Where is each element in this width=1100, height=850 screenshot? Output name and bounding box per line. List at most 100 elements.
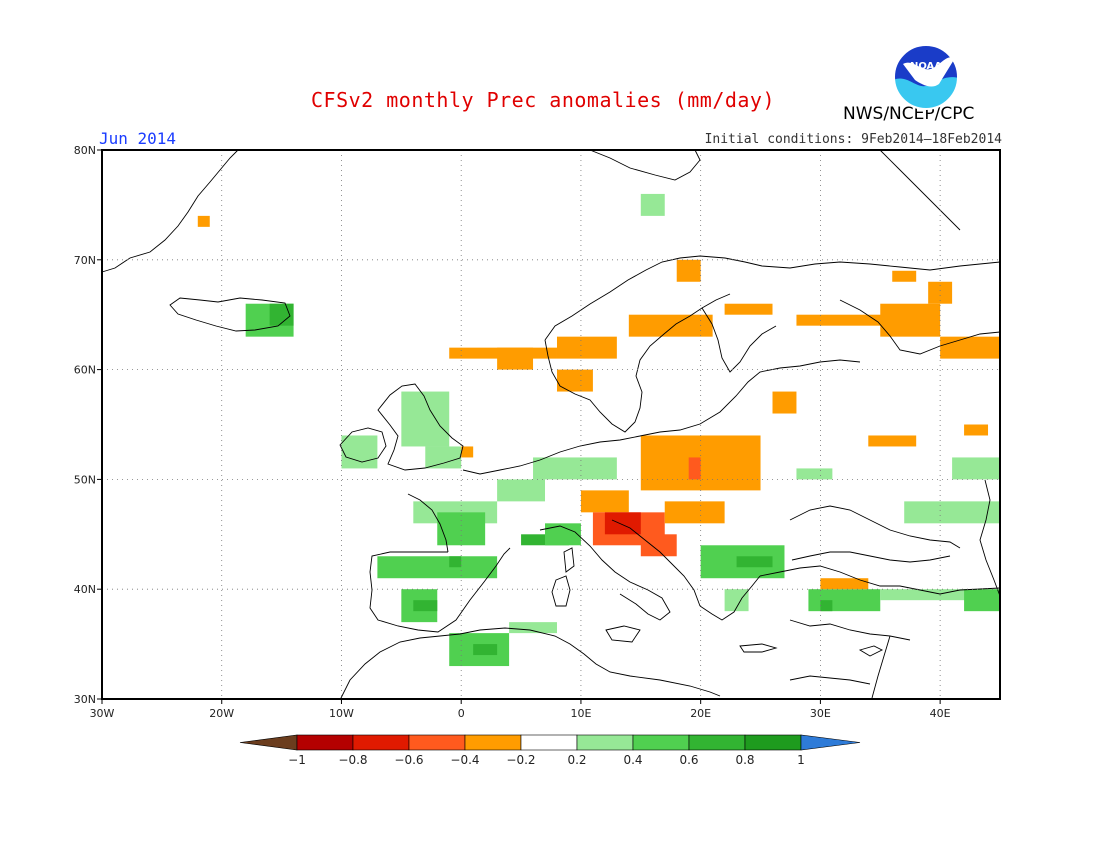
lon-tick-label: 10E — [570, 707, 591, 720]
colorbar-label: 1 — [797, 753, 805, 767]
anomaly-cell — [820, 600, 833, 612]
anomaly-cell — [580, 490, 629, 513]
anomaly-cell — [497, 347, 534, 370]
anomaly-cells — [197, 193, 1000, 667]
adriatic-coast — [611, 519, 701, 607]
britain-coast — [377, 383, 464, 471]
anomaly-cell — [880, 303, 941, 337]
anomaly-cell — [664, 501, 725, 524]
scandinavia-south — [544, 293, 731, 433]
nile-delta — [789, 675, 871, 685]
anomaly-cell — [928, 281, 953, 304]
greece-coast — [699, 575, 761, 621]
anomaly-cell — [820, 578, 869, 590]
lon-tick-label: 20E — [690, 707, 711, 720]
colorbar-label: 0.6 — [679, 753, 698, 767]
colorbar: −1 −0.8 −0.6 −0.4 −0.2 0.2 0.4 0.6 0.8 1 — [239, 734, 861, 767]
colorbar-swatch — [688, 734, 746, 751]
noaa-logo: NOAA — [893, 44, 959, 110]
anomaly-cell — [473, 644, 498, 656]
anomaly-cell — [688, 457, 701, 480]
lat-tick-label: 30N — [74, 693, 96, 706]
gulf-bothnia — [701, 307, 777, 373]
anomaly-cell — [604, 512, 641, 535]
anomaly-cell — [796, 468, 833, 480]
colorbar-swatch — [464, 734, 522, 751]
anomaly-cell — [497, 479, 546, 502]
anomaly-cell — [940, 336, 1000, 359]
colorbar-label: −0.2 — [506, 753, 535, 767]
lat-tick-label: 40N — [74, 583, 96, 596]
france-coast — [407, 493, 449, 553]
turkey-coast — [759, 565, 1001, 595]
chart-title: CFSv2 monthly Prec anomalies (mm/day) — [311, 88, 776, 112]
anomaly-cell — [556, 369, 593, 392]
lat-tick-label: 60N — [74, 364, 96, 377]
lon-tick-label: 30W — [90, 707, 115, 720]
initial-conditions: Initial conditions: 9Feb2014–18Feb2014 — [704, 132, 1002, 147]
colorbar-label: 0.8 — [735, 753, 754, 767]
anomaly-cell — [808, 589, 881, 612]
levant-coast — [871, 635, 891, 699]
anomaly-cell — [964, 424, 989, 436]
scandinavia-coast — [544, 255, 1001, 341]
anomaly-cell — [736, 556, 773, 568]
corsica — [563, 547, 575, 573]
baltic-coast — [639, 359, 861, 437]
colorbar-swatch — [352, 734, 410, 751]
colorbar-label: 0.4 — [623, 753, 642, 767]
italy-coast — [539, 525, 671, 621]
anomaly-cell — [676, 259, 701, 282]
lon-tick-label: 20W — [209, 707, 234, 720]
anomaly-cell — [413, 600, 438, 612]
lat-tick-label: 80N — [74, 144, 96, 157]
anomaly-cell — [401, 391, 450, 447]
crete — [739, 643, 778, 653]
forecast-month: Jun 2014 — [99, 129, 177, 148]
anomaly-cell — [461, 446, 474, 458]
lat-tick-label: 70N — [74, 254, 96, 267]
lon-tick-label: 40E — [930, 707, 951, 720]
map-background — [102, 150, 1000, 699]
colorbar-swatch — [408, 734, 466, 751]
colorbar-swatch — [296, 734, 354, 751]
colorbar-label: −0.8 — [338, 753, 367, 767]
anomaly-cell — [640, 193, 665, 216]
anomaly-cell — [880, 589, 1000, 601]
iceland-coast — [169, 297, 291, 332]
noaa-logo-text: NOAA — [910, 61, 942, 72]
sicily — [605, 625, 641, 643]
anomaly-cell — [868, 435, 917, 447]
lat-axis: 80N 70N 60N 50N 40N 30N — [74, 144, 102, 706]
coastlines — [101, 149, 1001, 701]
colorbar-swatch — [576, 734, 634, 751]
map-frame — [101, 149, 1001, 700]
colorbar-label: −0.4 — [450, 753, 479, 767]
lon-tick-label: 30E — [810, 707, 831, 720]
anomaly-cell — [772, 391, 797, 414]
svalbard-coast — [589, 149, 701, 181]
novaya-zemlya — [879, 149, 961, 231]
anomaly-cell — [341, 435, 378, 469]
colorbar-swatch — [632, 734, 690, 751]
lon-tick-label: 0 — [458, 707, 465, 720]
anomaly-cell — [796, 314, 917, 326]
agency-label: NWS/NCEP/CPC — [843, 104, 975, 124]
anomaly-cell — [952, 457, 1000, 480]
black-sea-south — [791, 551, 951, 563]
anomaly-cell — [556, 336, 617, 359]
anomaly-cell — [724, 589, 749, 612]
continent-coast — [462, 435, 641, 475]
ireland-coast — [339, 427, 387, 463]
colorbar-swatch-high — [800, 734, 861, 751]
anomaly-cell — [892, 270, 917, 282]
colorbar-swatch — [520, 734, 578, 751]
lon-tick-label: 10W — [329, 707, 354, 720]
anomaly-cell — [640, 534, 677, 557]
africa-coast — [339, 627, 721, 701]
anomaly-cell — [533, 457, 617, 480]
iberia-coast — [369, 547, 511, 633]
anomaly-cell — [449, 556, 462, 568]
sardinia — [551, 575, 571, 607]
